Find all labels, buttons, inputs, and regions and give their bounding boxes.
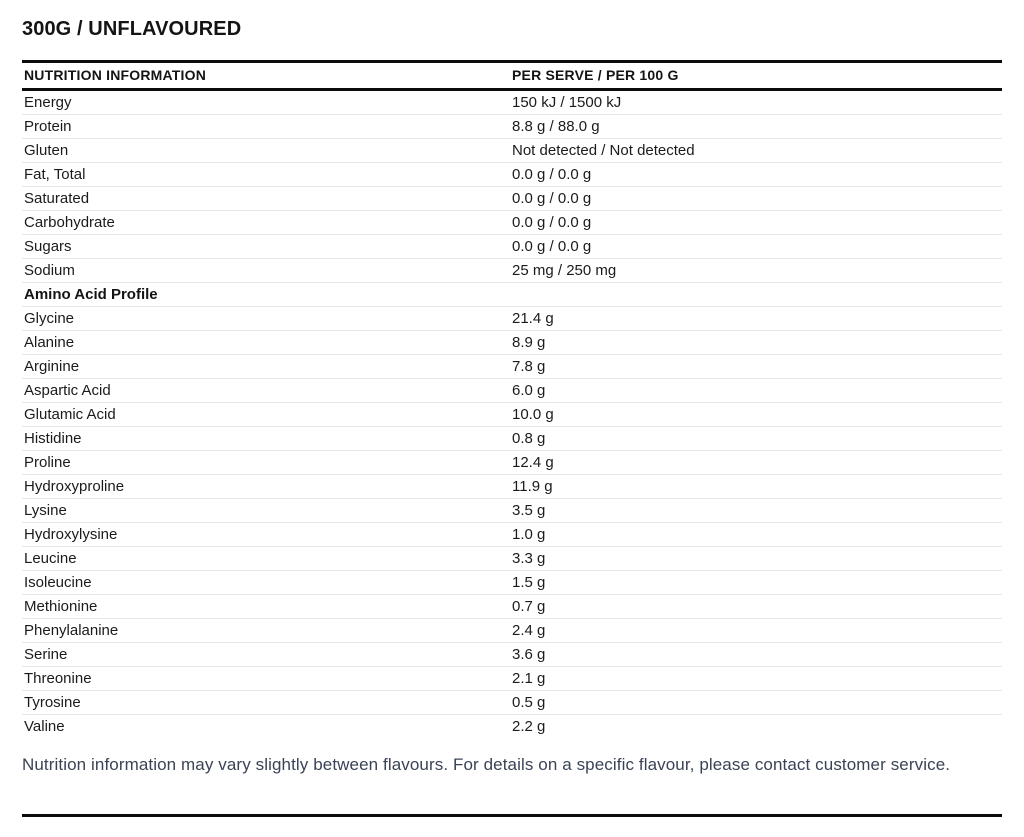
row-value [510, 282, 1002, 307]
bottom-divider [22, 813, 1002, 817]
row-value: 0.0 g / 0.0 g [510, 234, 1002, 259]
table-row: Glycine 21.4 g [22, 306, 1002, 331]
row-value: 7.8 g [510, 354, 1002, 379]
row-label: Fat, Total [22, 162, 510, 187]
row-value: 150 kJ / 1500 kJ [512, 94, 622, 111]
row-value: 1.5 g [510, 570, 1002, 595]
table-row: Hydroxyproline 11.9 g [22, 474, 1002, 499]
nutrition-panel: 300G / UNFLAVOURED NUTRITION INFORMATION… [22, 18, 1002, 817]
table-row: Alanine 8.9 g [22, 330, 1002, 355]
row-value: 25 mg / 250 mg [510, 258, 1002, 283]
table-row: Gluten Not detected / Not detected [22, 138, 1002, 163]
table-row: Aspartic Acid 6.0 g [22, 378, 1002, 403]
row-value: 8.8 g / 88.0 g [510, 114, 1002, 139]
section-row: Amino Acid Profile [22, 282, 1002, 307]
row-label: Valine [22, 714, 510, 739]
row-label: Methionine [22, 594, 510, 619]
row-value: 11.9 g [510, 474, 1002, 499]
row-value: 0.7 g [510, 594, 1002, 619]
table-row: Valine 2.2 g [22, 714, 1002, 739]
footer-note: Nutrition information may vary slightly … [22, 754, 951, 774]
row-label: Leucine [22, 546, 510, 571]
column-header-per-serve-per-100g: PER SERVE / PER 100 G [510, 61, 1002, 91]
row-value: 1.0 g [510, 522, 1002, 547]
table-row: Glutamic Acid 10.0 g [22, 402, 1002, 427]
row-value: 8.9 g [510, 330, 1002, 355]
row-label: Lysine [22, 498, 510, 523]
row-label: Proline [22, 450, 510, 475]
row-value: 0.0 g / 0.0 g [510, 186, 1002, 211]
table-row: Protein 8.8 g / 88.0 g [22, 114, 1002, 139]
row-label: Phenylalanine [22, 618, 510, 643]
table-row: Threonine 2.1 g [22, 666, 1002, 691]
row-value: 2.2 g [510, 714, 1002, 739]
table-row: Histidine 0.8 g [22, 426, 1002, 451]
table-row: Hydroxylysine 1.0 g [22, 522, 1002, 547]
row-label: Protein [22, 114, 510, 139]
row-value: 6.0 g [510, 378, 1002, 403]
page-title: 300G / UNFLAVOURED [22, 18, 242, 40]
table-row: Lysine 3.5 g [22, 498, 1002, 523]
table-header: NUTRITION INFORMATION PER SERVE / PER 10… [22, 61, 1002, 91]
table-body: Energy 150 kJ / 1500 kJ Protein 8.8 g / 88.… [22, 90, 1002, 739]
row-value: 10.0 g [510, 402, 1002, 427]
row-label: Isoleucine [22, 570, 510, 595]
row-value: 0.0 g / 0.0 g [510, 210, 1002, 235]
nutrition-table: NUTRITION INFORMATION PER SERVE / PER 10… [22, 60, 1002, 739]
row-label: Carbohydrate [22, 210, 510, 235]
row-label: Arginine [22, 354, 510, 379]
table-row: Serine 3.6 g [22, 642, 1002, 667]
row-label: Serine [22, 642, 510, 667]
row-label: Threonine [22, 666, 510, 691]
row-label: Aspartic Acid [22, 378, 510, 403]
table-row: Methionine 0.7 g [22, 594, 1002, 619]
table-row: Leucine 3.3 g [22, 546, 1002, 571]
table-row: Fat, Total 0.0 g / 0.0 g [22, 162, 1002, 187]
row-label: Histidine [22, 426, 510, 451]
row-value: 2.1 g [510, 666, 1002, 691]
row-value: 12.4 g [510, 450, 1002, 475]
section-header-label: Amino Acid Profile [22, 282, 510, 307]
row-value: 3.5 g [510, 498, 1002, 523]
row-value: Not detected / Not detected [510, 138, 1002, 163]
table-row: Sugars 0.0 g / 0.0 g [22, 234, 1002, 259]
table-row: Proline 12.4 g [22, 450, 1002, 475]
row-label: Glutamic Acid [22, 402, 510, 427]
table-row: Energy 150 kJ / 1500 kJ [22, 90, 1002, 115]
row-value: 3.6 g [510, 642, 1002, 667]
column-header-nutrition-information: NUTRITION INFORMATION [22, 61, 510, 91]
row-label: Sugars [22, 234, 510, 259]
row-label: Tyrosine [22, 690, 510, 715]
table-row: Isoleucine 1.5 g [22, 570, 1002, 595]
header-row: NUTRITION INFORMATION PER SERVE / PER 10… [22, 61, 1002, 91]
row-label: Glycine [22, 306, 510, 331]
table-row: Phenylalanine 2.4 g [22, 618, 1002, 643]
row-value: 0.0 g / 0.0 g [510, 162, 1002, 187]
table-row: Saturated 0.0 g / 0.0 g [22, 186, 1002, 211]
row-label: Alanine [22, 330, 510, 355]
row-label: Energy [24, 94, 72, 111]
table-row: Sodium 25 mg / 250 mg [22, 258, 1002, 283]
row-value: 0.8 g [510, 426, 1002, 451]
row-label: Saturated [22, 186, 510, 211]
row-label: Hydroxylysine [22, 522, 510, 547]
table-row: Arginine 7.8 g [22, 354, 1002, 379]
table-row: Carbohydrate 0.0 g / 0.0 g [22, 210, 1002, 235]
row-label: Sodium [22, 258, 510, 283]
row-value: 0.5 g [510, 690, 1002, 715]
row-value: 3.3 g [510, 546, 1002, 571]
row-value: 21.4 g [510, 306, 1002, 331]
row-label: Hydroxyproline [22, 474, 510, 499]
table-row: Tyrosine 0.5 g [22, 690, 1002, 715]
row-value: 2.4 g [510, 618, 1002, 643]
row-label: Gluten [22, 138, 510, 163]
